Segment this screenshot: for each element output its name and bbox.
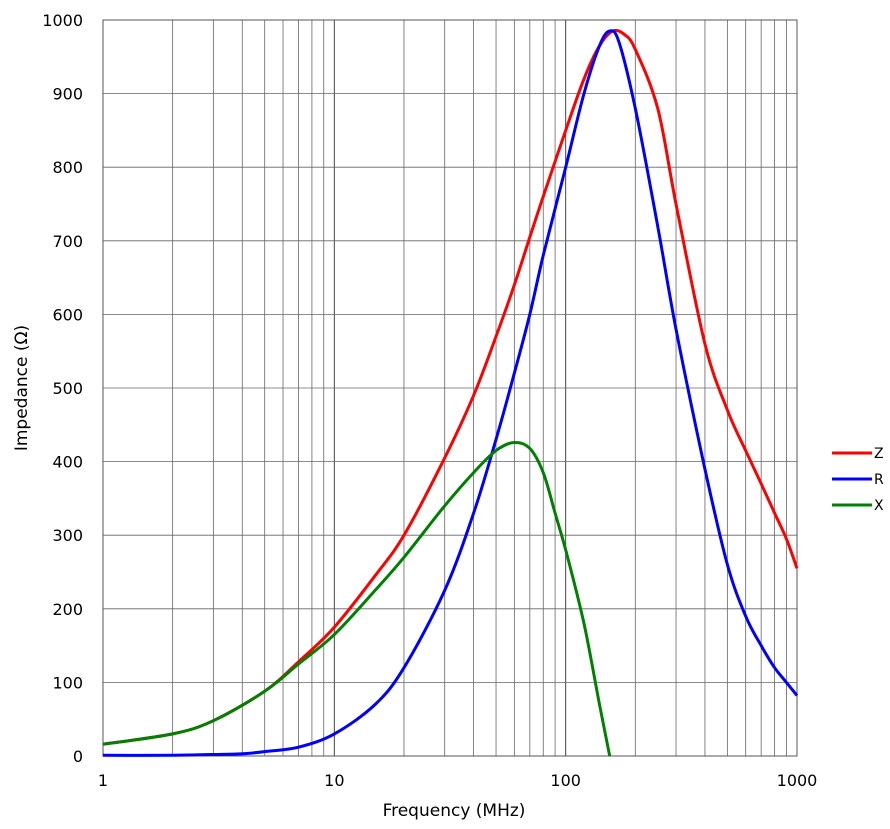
x-tick-label: 1000 [777, 771, 818, 790]
series-line-z [102, 28, 799, 746]
x-axis-title: Frequency (MHz) [383, 801, 526, 821]
y-tick-label: 200 [52, 600, 83, 619]
y-tick-label: 400 [52, 453, 83, 472]
series-layer [102, 28, 799, 757]
y-tick-label: 800 [52, 158, 83, 177]
legend-label-r: R [874, 472, 884, 488]
y-tick-label: 0 [73, 747, 83, 766]
series-line-r [102, 29, 799, 757]
x-tick-labels: 1 10 100 1000 [98, 771, 817, 790]
x-tick-label: 1 [98, 771, 108, 790]
y-tick-label: 1000 [42, 11, 83, 30]
plot-frame [102, 19, 798, 757]
legend: ZRX [832, 446, 884, 514]
y-axis-title: Impedance (Ω) [12, 325, 32, 451]
series-line-x [102, 440, 612, 757]
y-tick-label: 900 [52, 85, 83, 104]
y-tick-label: 600 [52, 305, 83, 324]
y-tick-labels: 0 100 200 300 400 500 600 700 800 900 1000 [42, 11, 83, 766]
y-tick-label: 100 [52, 673, 83, 692]
plot-border [102, 19, 798, 757]
legend-label-x: X [874, 498, 884, 514]
grid [102, 19, 797, 757]
y-tick-label: 300 [52, 526, 83, 545]
x-tick-label: 10 [324, 771, 344, 790]
y-tick-label: 500 [52, 379, 83, 398]
x-tick-label: 100 [550, 771, 581, 790]
y-tick-label: 700 [52, 232, 83, 251]
legend-label-z: Z [874, 446, 884, 462]
